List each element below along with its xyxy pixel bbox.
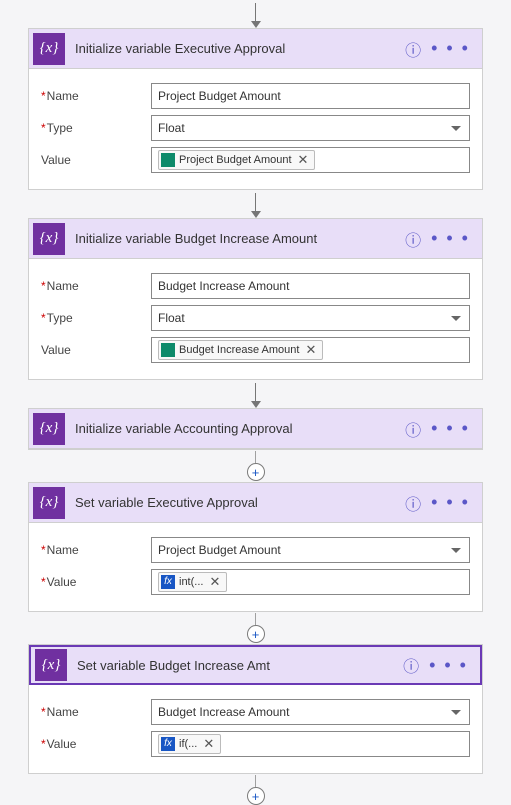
token-chip[interactable]: Budget Increase Amount ✕: [158, 340, 323, 360]
field-row: Value Budget Increase Amount ✕: [41, 337, 470, 363]
chip-remove-icon[interactable]: ✕: [303, 342, 318, 358]
field-value: Budget Increase Amount: [158, 705, 289, 719]
card-body: Name Budget Increase Amount Valuefx if(... ✕: [29, 685, 482, 773]
field-value: Project Budget Amount: [158, 89, 281, 103]
variable-icon: {x}: [35, 649, 67, 681]
value-field[interactable]: Project Budget Amount ✕: [151, 147, 470, 173]
flow-arrow: [0, 0, 511, 28]
chip-text: Budget Increase Amount: [179, 344, 299, 356]
field-value: Budget Increase Amount: [158, 279, 289, 293]
field-label: Type: [41, 311, 151, 325]
value-field[interactable]: fx int(... ✕: [151, 569, 470, 595]
field-value: Float: [158, 121, 185, 135]
chip-text: Project Budget Amount: [179, 154, 292, 166]
dynamic-content-icon: [161, 153, 175, 167]
chip-text: int(...: [179, 576, 203, 588]
more-icon[interactable]: • • •: [427, 228, 474, 249]
flow-card[interactable]: {x} Initialize variable Budget Increase A…: [28, 218, 483, 380]
chip-text: if(...: [179, 738, 197, 750]
card-title: Initialize variable Executive Approval: [75, 41, 399, 56]
card-header[interactable]: {x} Initialize variable Accounting Approv…: [29, 409, 482, 449]
field-value: Project Budget Amount: [158, 543, 281, 557]
more-icon[interactable]: • • •: [425, 655, 472, 676]
value-field[interactable]: Budget Increase Amount ✕: [151, 337, 470, 363]
field-value: Float: [158, 311, 185, 325]
help-icon[interactable]: ⓘ: [397, 653, 425, 677]
token-chip[interactable]: Project Budget Amount ✕: [158, 150, 315, 170]
field-row: Name Project Budget Amount: [41, 83, 470, 109]
field-label: Name: [41, 89, 151, 103]
variable-icon: {x}: [33, 223, 65, 255]
variable-icon: {x}: [33, 487, 65, 519]
token-chip[interactable]: fx int(... ✕: [158, 572, 227, 592]
card-header[interactable]: {x} Initialize variable Budget Increase A…: [29, 219, 482, 259]
text-field[interactable]: Project Budget Amount: [151, 83, 470, 109]
flow-card[interactable]: {x} Set variable Budget Increase Amtⓘ• • …: [28, 644, 483, 774]
field-label: Name: [41, 543, 151, 557]
help-icon[interactable]: ⓘ: [399, 227, 427, 251]
flow-card[interactable]: {x} Initialize variable Executive Approva…: [28, 28, 483, 190]
add-step-button[interactable]: +: [247, 787, 265, 805]
flow-card[interactable]: {x} Set variable Executive Approvalⓘ• • •…: [28, 482, 483, 612]
text-field[interactable]: Budget Increase Amount: [151, 273, 470, 299]
more-icon[interactable]: • • •: [427, 418, 474, 439]
field-label: Name: [41, 705, 151, 719]
field-row: Name Project Budget Amount: [41, 537, 470, 563]
chip-remove-icon[interactable]: ✕: [296, 152, 311, 168]
field-row: Type Float: [41, 305, 470, 331]
field-row: Valuefx if(... ✕: [41, 731, 470, 757]
help-icon[interactable]: ⓘ: [399, 417, 427, 441]
field-label: Type: [41, 121, 151, 135]
card-body: Name Project Budget Amount Valuefx int(... ✕: [29, 523, 482, 611]
more-icon[interactable]: • • •: [427, 38, 474, 59]
card-body: Name Budget Increase Amount Type Float Value…: [29, 259, 482, 379]
add-step-button[interactable]: +: [247, 463, 265, 481]
card-header[interactable]: {x} Set variable Budget Increase Amtⓘ• • …: [29, 645, 482, 685]
fx-icon: fx: [161, 737, 175, 751]
token-chip[interactable]: fx if(... ✕: [158, 734, 221, 754]
select-field[interactable]: Project Budget Amount: [151, 537, 470, 563]
flow-arrow: [0, 380, 511, 408]
more-icon[interactable]: • • •: [427, 492, 474, 513]
select-field[interactable]: Budget Increase Amount: [151, 699, 470, 725]
chip-remove-icon[interactable]: ✕: [201, 736, 216, 752]
help-icon[interactable]: ⓘ: [399, 491, 427, 515]
field-row: Valuefx int(... ✕: [41, 569, 470, 595]
add-step-button[interactable]: +: [247, 625, 265, 643]
card-title: Set variable Budget Increase Amt: [77, 658, 397, 673]
select-field[interactable]: Float: [151, 115, 470, 141]
select-field[interactable]: Float: [151, 305, 470, 331]
fx-icon: fx: [161, 575, 175, 589]
card-title: Initialize variable Accounting Approval: [75, 421, 399, 436]
add-step-connector: +: [0, 774, 511, 796]
field-label: Value: [41, 153, 151, 167]
chip-remove-icon[interactable]: ✕: [207, 574, 222, 590]
card-body: Name Project Budget Amount Type Float Value P…: [29, 69, 482, 189]
field-row: Value Project Budget Amount ✕: [41, 147, 470, 173]
variable-icon: {x}: [33, 413, 65, 445]
field-label: Value: [41, 343, 151, 357]
card-title: Initialize variable Budget Increase Amou…: [75, 231, 399, 246]
add-step-connector: +: [0, 612, 511, 634]
card-title: Set variable Executive Approval: [75, 495, 399, 510]
flow-arrow: [0, 190, 511, 218]
field-row: Type Float: [41, 115, 470, 141]
value-field[interactable]: fx if(... ✕: [151, 731, 470, 757]
field-label: Value: [41, 575, 151, 589]
field-label: Value: [41, 737, 151, 751]
add-step-connector: +: [0, 450, 511, 472]
card-header[interactable]: {x} Set variable Executive Approvalⓘ• • •: [29, 483, 482, 523]
dynamic-content-icon: [161, 343, 175, 357]
variable-icon: {x}: [33, 33, 65, 65]
field-row: Name Budget Increase Amount: [41, 699, 470, 725]
field-row: Name Budget Increase Amount: [41, 273, 470, 299]
help-icon[interactable]: ⓘ: [399, 37, 427, 61]
card-header[interactable]: {x} Initialize variable Executive Approva…: [29, 29, 482, 69]
flow-card[interactable]: {x} Initialize variable Accounting Approv…: [28, 408, 483, 450]
field-label: Name: [41, 279, 151, 293]
